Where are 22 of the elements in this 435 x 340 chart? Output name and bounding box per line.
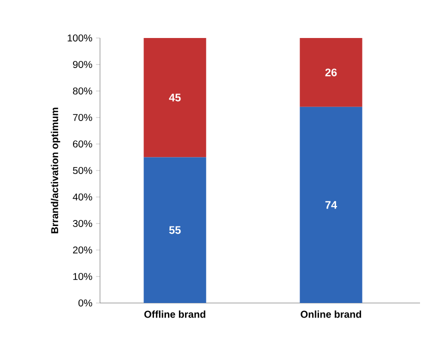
y-tick-label: 80% xyxy=(72,87,92,95)
y-tick-label: 40% xyxy=(72,193,92,201)
data-label: 55 xyxy=(169,226,181,234)
y-tick-label: 90% xyxy=(73,60,92,68)
bar xyxy=(144,157,206,303)
bar xyxy=(300,38,362,107)
y-tick-label: 70% xyxy=(73,114,92,122)
bar xyxy=(144,38,206,158)
y-tick-label: 100% xyxy=(68,34,92,42)
data-label: 74 xyxy=(325,201,338,209)
x-tick-label: Offline brand xyxy=(144,310,206,318)
bar xyxy=(300,106,362,303)
y-tick-label: 50% xyxy=(72,166,92,174)
data-label: 45 xyxy=(169,94,181,102)
x-tick-label: Online brand xyxy=(300,310,362,318)
y-tick-label: 20% xyxy=(73,246,92,254)
y-tick-label: 60% xyxy=(73,140,92,148)
data-label: 26 xyxy=(325,68,337,76)
y-tick-label: 10% xyxy=(73,272,92,280)
y-axis-title: Brrand/activation optimum xyxy=(50,108,60,234)
y-tick-label: 0% xyxy=(78,299,92,307)
y-tick-label: 30% xyxy=(72,220,92,228)
